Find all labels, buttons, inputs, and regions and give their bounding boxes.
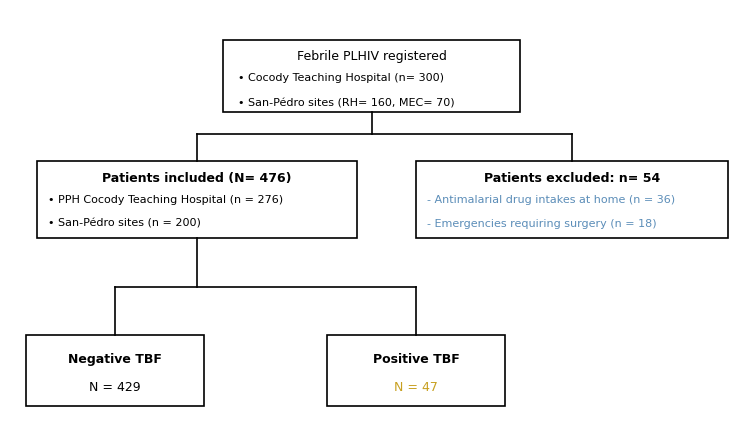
Text: Negative TBF: Negative TBF <box>68 352 162 365</box>
Text: Febrile PLHIV registered: Febrile PLHIV registered <box>296 50 447 63</box>
FancyBboxPatch shape <box>416 162 728 239</box>
Text: - Emergencies requiring surgery (n = 18): - Emergencies requiring surgery (n = 18) <box>427 218 657 228</box>
Text: • PPH Cocody Teaching Hospital (n = 276): • PPH Cocody Teaching Hospital (n = 276) <box>48 195 283 204</box>
Text: Positive TBF: Positive TBF <box>373 352 459 365</box>
FancyBboxPatch shape <box>37 162 357 239</box>
FancyBboxPatch shape <box>327 336 505 406</box>
FancyBboxPatch shape <box>223 40 520 113</box>
FancyBboxPatch shape <box>26 336 204 406</box>
Text: Patients included (N= 476): Patients included (N= 476) <box>102 171 292 184</box>
Text: - Antimalarial drug intakes at home (n = 36): - Antimalarial drug intakes at home (n =… <box>427 195 675 204</box>
Text: • San-Pédro sites (n = 200): • San-Pédro sites (n = 200) <box>48 218 201 228</box>
Text: • Cocody Teaching Hospital (n= 300): • Cocody Teaching Hospital (n= 300) <box>238 73 444 83</box>
Text: N = 47: N = 47 <box>394 380 438 393</box>
Text: Patients excluded: n= 54: Patients excluded: n= 54 <box>484 171 661 184</box>
Text: • San-Pédro sites (RH= 160, MEC= 70): • San-Pédro sites (RH= 160, MEC= 70) <box>238 98 455 108</box>
Text: N = 429: N = 429 <box>89 380 141 393</box>
